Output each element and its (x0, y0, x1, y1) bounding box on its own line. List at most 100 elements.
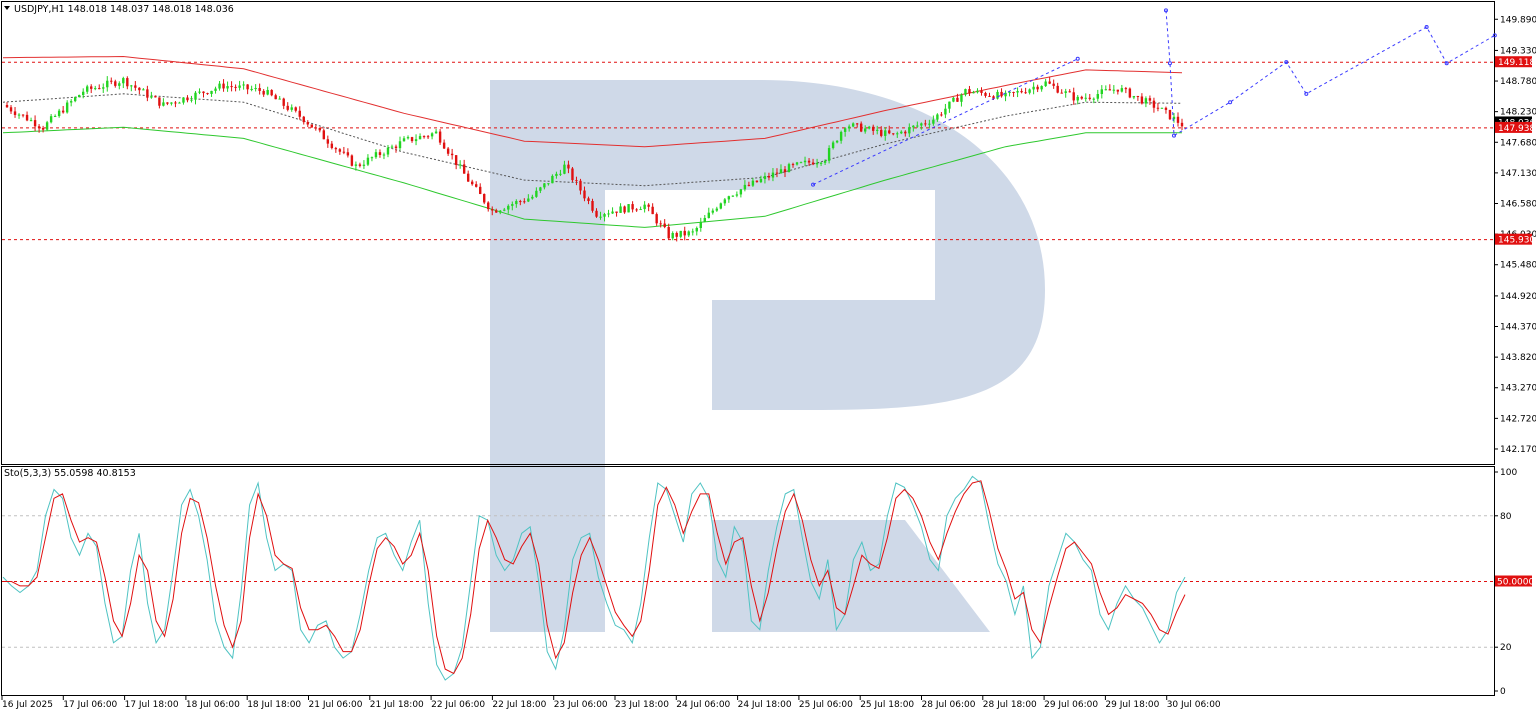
stochastic-tick-label: 0 (1500, 687, 1506, 697)
candle-body (198, 91, 201, 93)
candle-body (250, 88, 253, 90)
candle-body (142, 89, 145, 91)
candle-body (699, 222, 702, 228)
candle-body (687, 231, 690, 236)
candle-body (1040, 86, 1043, 90)
candle-body (5, 104, 9, 108)
candle-body (888, 130, 891, 134)
candle-body (723, 199, 727, 204)
forecast-point (1444, 61, 1449, 66)
candle-body (675, 233, 678, 237)
candle-body (45, 122, 49, 130)
price-levels (2, 61, 1494, 241)
candle-body (976, 90, 979, 93)
candle-body (715, 208, 719, 211)
candle-body (611, 211, 614, 214)
candlesticks (5, 76, 1184, 242)
candle-body (25, 114, 29, 121)
symbol-menu-icon[interactable] (4, 6, 10, 10)
forecast-path (812, 58, 1078, 186)
candle-body (876, 129, 879, 131)
candle-body (470, 181, 474, 185)
candle-body (900, 131, 903, 134)
candle-body (186, 97, 189, 101)
candle-body (65, 102, 69, 113)
candle-body (358, 164, 362, 166)
price-tick-label: 144.370 (1500, 323, 1536, 333)
candle-body (771, 172, 775, 178)
candle-body (511, 204, 514, 206)
lower-band-line (2, 126, 1182, 228)
candle-body (1140, 96, 1144, 104)
candle-body (282, 98, 285, 106)
candle-body (450, 153, 454, 156)
candle-body (952, 97, 955, 102)
candle-body (346, 152, 350, 156)
candle-body (1160, 107, 1164, 109)
time-tick-label: 18 Jul 06:00 (186, 700, 240, 710)
candle-body (77, 95, 81, 98)
candle-body (507, 205, 510, 210)
candle-body (719, 203, 723, 209)
candle-body (599, 216, 602, 218)
candle-body (647, 204, 650, 207)
candle-body (378, 152, 382, 155)
candle-body (671, 233, 674, 239)
candle-body (996, 91, 999, 99)
candle-body (904, 131, 907, 134)
candle-body (583, 190, 586, 199)
candle-body (743, 184, 747, 190)
candle-body (1132, 95, 1136, 98)
candle-body (182, 97, 185, 103)
candle-body (679, 230, 682, 237)
candle-body (246, 84, 249, 90)
candle-body (499, 210, 502, 213)
candle-body (839, 131, 843, 141)
candle-body (543, 183, 546, 188)
candle-body (222, 83, 225, 89)
candle-body (82, 91, 85, 96)
candle-body (122, 78, 125, 84)
candle-body (310, 124, 313, 128)
candle-body (896, 133, 899, 135)
candle-body (555, 173, 558, 176)
candle-body (667, 227, 670, 239)
price-level-tag (1495, 233, 1532, 245)
candle-body (254, 87, 257, 89)
candle-body (1124, 88, 1128, 90)
candle-body (374, 152, 378, 158)
candle-body (1032, 86, 1035, 90)
candle-body (703, 217, 706, 223)
candle-body (615, 211, 618, 213)
time-axis: 16 Jul 2025 17 Jul 06:00 17 Jul 18:00 18 Ju… (1, 696, 1221, 710)
candle-body (9, 107, 13, 112)
forecast-point (1424, 25, 1429, 30)
candle-body (53, 116, 57, 118)
candle-body (190, 99, 193, 101)
candle-body (17, 114, 21, 116)
stochastic-level-tag (1495, 575, 1532, 587)
price-panel-frame (1, 1, 1495, 465)
candle-body (350, 155, 354, 166)
candle-body (831, 142, 835, 149)
candle-body (1048, 81, 1051, 84)
stochastic-main-line (2, 475, 1186, 681)
stochastic-level-label: 50.0000 (1497, 578, 1534, 588)
candle-body (815, 162, 819, 165)
price-tick-label: 145.480 (1500, 261, 1536, 271)
candle-body (410, 137, 414, 142)
candle-body (202, 91, 205, 94)
candle-body (73, 97, 77, 102)
forecast-point (811, 182, 816, 187)
candle-body (851, 123, 855, 127)
time-tick-label: 18 Jul 18:00 (247, 700, 301, 710)
candle-body (1000, 91, 1003, 97)
forecast-point (1163, 8, 1168, 13)
candle-body (382, 154, 386, 156)
time-tick-label: 28 Jul 18:00 (983, 700, 1037, 710)
symbol-label: USDJPY,H1 148.018 148.037 148.018 148.03… (14, 4, 234, 15)
price-level-label: 149.118 (1498, 58, 1535, 68)
forecast-point (1304, 91, 1309, 96)
candle-body (1168, 109, 1172, 120)
